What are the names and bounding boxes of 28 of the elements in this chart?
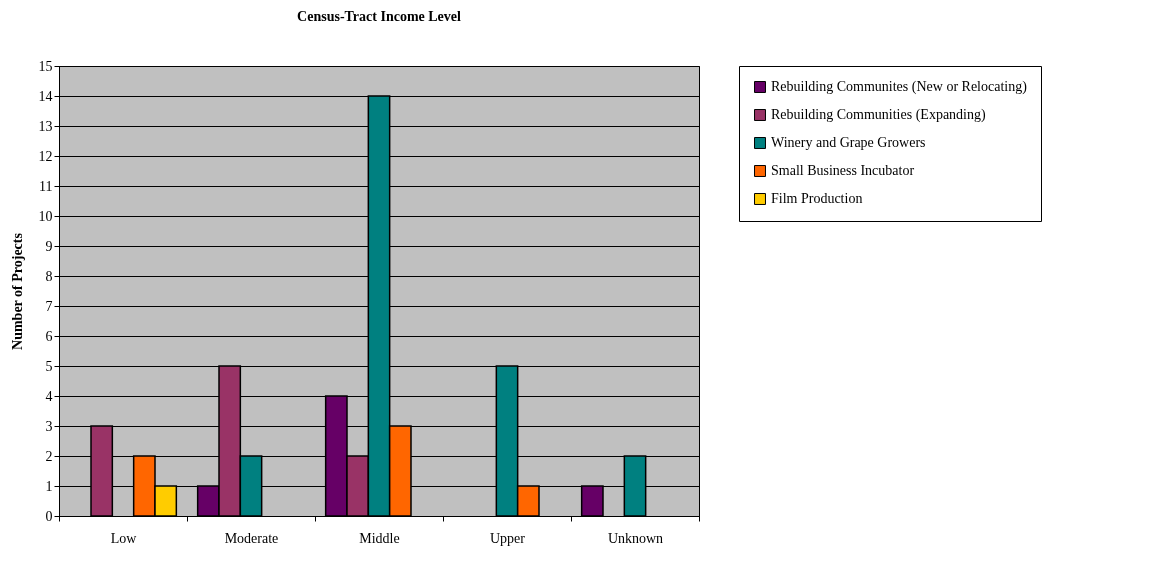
y-tick-label: 10 [38,208,53,224]
y-tick-label: 14 [38,88,53,104]
x-tick-label: Unknown [607,530,664,546]
y-tick-label: 4 [45,388,53,404]
y-tick-label: 7 [45,298,53,314]
y-tick-label: 1 [45,478,53,494]
legend-label: Small Business Incubator [771,163,915,178]
y-tick-label: 9 [45,238,53,254]
y-tick-label: 5 [45,358,53,374]
x-tick-label: Low [110,530,138,546]
y-tick-label: 11 [39,178,53,194]
legend-label: Film Production [771,191,863,206]
y-tick-label: 12 [38,148,53,164]
y-tick-label: 0 [45,508,53,524]
y-tick-label: 15 [38,58,53,74]
y-tick-label: 3 [45,418,53,434]
legend-label: Rebuilding Communites (New or Relocating) [771,79,1028,95]
x-tick-label: Middle [359,530,400,546]
chart-title: Census-Tract Income Level [297,9,462,24]
y-tick-label: 6 [45,328,53,344]
x-tick-label: Upper [490,530,526,546]
y-tick-label: 8 [45,268,53,284]
legend-label: Winery and Grape Growers [771,135,926,150]
x-tick-label: Moderate [224,530,279,546]
legend-label: Rebuilding Communities (Expanding) [771,107,986,123]
y-tick-label: 2 [45,448,53,464]
y-axis-title: Number of Projects [9,232,25,350]
y-tick-label: 13 [38,118,53,134]
